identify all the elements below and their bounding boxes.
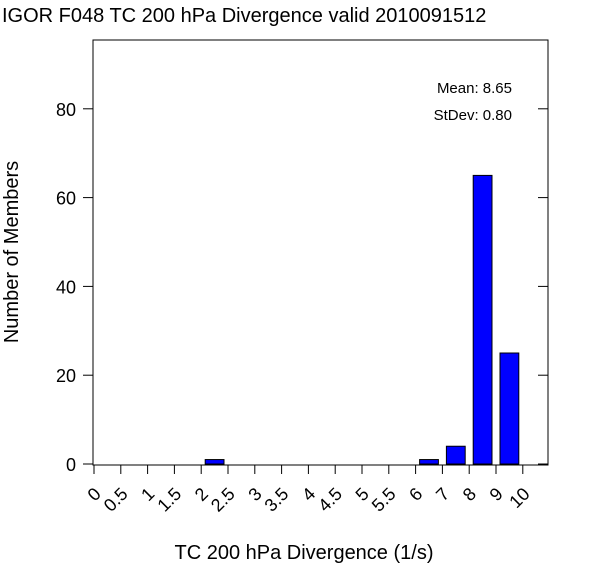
y-tick-label: 40 bbox=[56, 277, 76, 297]
chart-title: IGOR F048 TC 200 hPa Divergence valid 20… bbox=[2, 5, 486, 27]
x-axis: 00.5 11.5 22.5 33.5 44.5 55.5 6 7 8 910 bbox=[84, 465, 534, 516]
x-axis-label: TC 200 hPa Divergence (1/s) bbox=[174, 542, 433, 564]
histogram-bar bbox=[204, 459, 225, 465]
y-axis: 0 20 40 60 80 bbox=[56, 100, 548, 475]
histogram-bar bbox=[499, 352, 520, 465]
x-tick-label: 7 bbox=[432, 484, 453, 505]
x-tick-label: 2.5 bbox=[207, 484, 239, 516]
x-tick-label: 8 bbox=[459, 484, 480, 505]
y-tick-label: 20 bbox=[56, 366, 76, 386]
stdev-stat: StDev: 0.80 bbox=[434, 107, 512, 124]
mean-stat: Mean: 8.65 bbox=[437, 80, 512, 97]
x-tick-label: 9 bbox=[486, 484, 507, 505]
x-tick-label: 10 bbox=[505, 484, 533, 512]
histogram-bar bbox=[419, 459, 439, 465]
bars-group bbox=[204, 174, 520, 465]
plot-frame bbox=[92, 39, 549, 466]
x-tick-label: 0.5 bbox=[100, 484, 132, 516]
y-tick-label: 80 bbox=[56, 100, 76, 120]
y-tick-label: 0 bbox=[66, 455, 76, 475]
x-tick-label: 6 bbox=[405, 484, 426, 505]
x-tick-label: 4.5 bbox=[314, 484, 346, 516]
x-tick-label: 1.5 bbox=[153, 484, 185, 516]
x-tick-label: 3.5 bbox=[261, 484, 293, 516]
x-tick-label: 5.5 bbox=[368, 484, 400, 516]
y-tick-label: 60 bbox=[56, 189, 76, 209]
y-axis-label: Number of Members bbox=[1, 161, 23, 343]
histogram-bar bbox=[472, 174, 493, 465]
histogram-bar bbox=[445, 445, 466, 465]
